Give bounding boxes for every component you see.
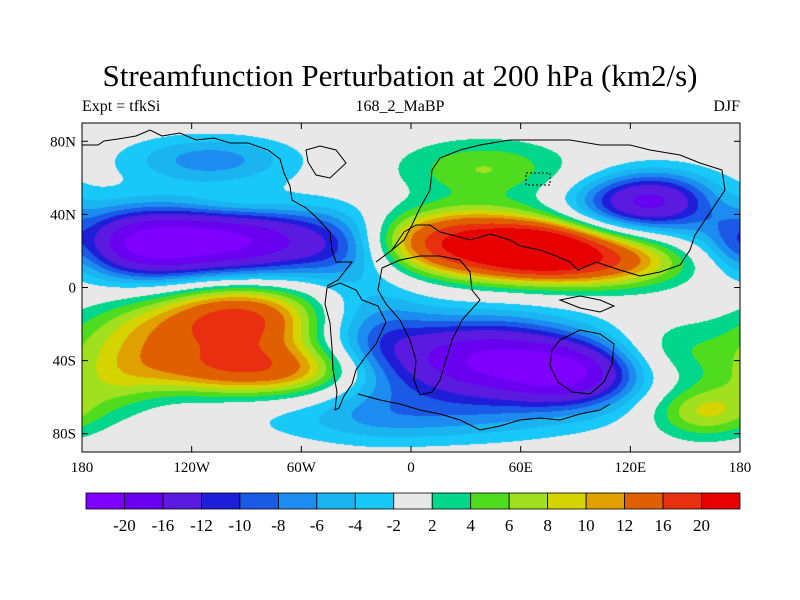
lon-tick-label: 180 [729, 460, 752, 476]
colorbar: -20 -16 -12 -10 -8 -6 -4 -2 2 4 6 8 10 12 16 20 [85, 492, 741, 535]
streamfunction-field [82, 123, 740, 452]
colorbar-label: 6 [505, 516, 514, 535]
colorbar-swatch [354, 492, 395, 510]
colorbar-label: 16 [655, 516, 672, 535]
lon-tick-label: 120E [614, 460, 646, 476]
coastlines [82, 129, 726, 431]
lon-tick-label: 60E [509, 460, 533, 476]
colorbar-label: -2 [387, 516, 401, 535]
colorbar-swatch [701, 492, 741, 510]
coastline-north-america [82, 129, 354, 287]
colorbar-swatch [85, 492, 125, 510]
lon-tick-label: 60W [287, 460, 317, 476]
lat-tick-label: 80S [53, 427, 76, 443]
colorbar-label: -8 [271, 516, 285, 535]
coastline-maritime [558, 295, 616, 313]
colorbar-label: -12 [190, 516, 213, 535]
season-label: DJF [713, 98, 740, 115]
colorbar-label: 8 [543, 516, 552, 535]
colorbar-label: -6 [310, 516, 324, 535]
coastline-australia [549, 329, 615, 395]
colorbar-label: 2 [428, 516, 437, 535]
colorbar-swatch [508, 492, 549, 510]
plot-title: Streamfunction Perturbation at 200 hPa (… [102, 58, 698, 93]
colorbar-swatch [585, 492, 625, 510]
colorbar-label: -4 [348, 516, 363, 535]
colorbar-swatch [162, 492, 202, 510]
lat-tick-label: 80N [50, 134, 76, 150]
lon-tick-label: 120W [173, 460, 211, 476]
colorbar-label: 12 [616, 516, 633, 535]
colorbar-swatch [547, 492, 587, 510]
coastline-europe-asia [375, 139, 726, 277]
coastline-greenland [305, 145, 347, 179]
axes: 80N 40N 0 40S 80S 180 120W 60W 0 60E 120E 180 [50, 123, 751, 476]
coastline-antarctica [357, 393, 611, 431]
colorbar-swatch [431, 492, 472, 510]
colorbar-label: -20 [113, 516, 136, 535]
colorbar-label: -10 [229, 516, 252, 535]
lon-tick-label: 180 [71, 460, 94, 476]
colorbar-label: 4 [466, 516, 475, 535]
colorbar-label: 10 [578, 516, 595, 535]
map-plot-area [81, 122, 741, 453]
colorbar-swatch [393, 492, 433, 510]
case-label: 168_2_MaBP [355, 98, 445, 115]
coastline-caspian [525, 172, 551, 186]
colorbar-swatch [470, 492, 510, 510]
experiment-label: Expt = tfkSi [82, 98, 161, 115]
coastline-africa [377, 255, 481, 396]
lat-tick-label: 40S [53, 354, 76, 370]
colorbar-label: 20 [693, 516, 710, 535]
colorbar-swatch [316, 492, 356, 510]
lat-tick-label: 40N [50, 207, 76, 223]
colorbar-swatch [201, 492, 241, 510]
colorbar-swatch [239, 492, 279, 510]
lon-tick-label: 0 [407, 460, 415, 476]
coastline-south-america [324, 282, 387, 411]
colorbar-swatch [624, 492, 664, 510]
colorbar-swatch [662, 492, 702, 510]
colorbar-label: -16 [152, 516, 175, 535]
lat-tick-label: 0 [69, 281, 77, 297]
colorbar-swatch [124, 492, 164, 510]
colorbar-swatch [277, 492, 318, 510]
